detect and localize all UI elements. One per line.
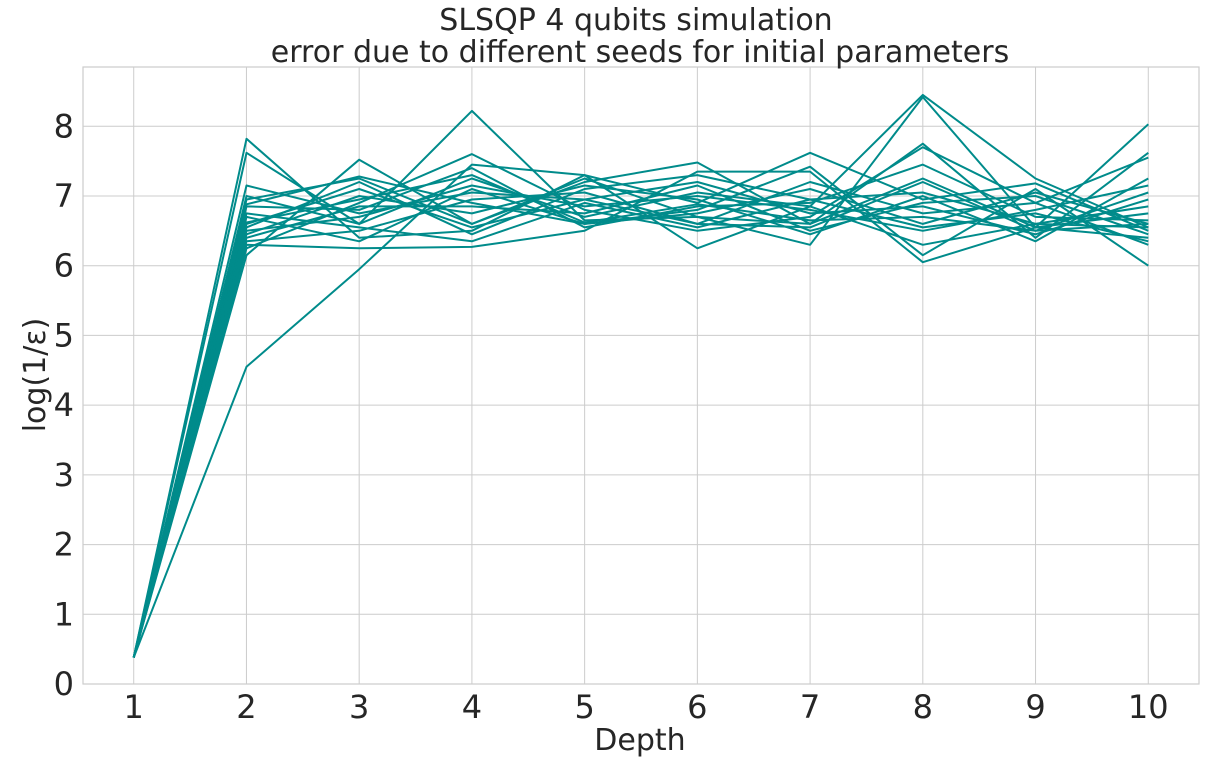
series-line bbox=[132, 181, 1149, 658]
x-tick-label: 6 bbox=[687, 688, 707, 726]
series-line bbox=[132, 163, 1149, 658]
y-tick-label: 2 bbox=[54, 526, 74, 564]
series-line bbox=[132, 174, 1149, 658]
x-axis-label: Depth bbox=[594, 723, 685, 758]
series-line bbox=[132, 170, 1149, 658]
y-tick-label: 3 bbox=[54, 456, 74, 494]
series-line bbox=[132, 177, 1149, 658]
y-axis-label: log(1/ε) bbox=[18, 318, 53, 433]
y-tick-labels: 0 1 2 3 4 5 6 7 8 bbox=[54, 107, 74, 703]
series-line bbox=[132, 181, 1149, 658]
y-tick-label: 4 bbox=[54, 386, 74, 424]
y-tick-label: 1 bbox=[54, 595, 74, 633]
x-tick-label: 10 bbox=[1128, 688, 1169, 726]
series-lines bbox=[132, 93, 1149, 658]
y-tick-label: 0 bbox=[54, 665, 74, 703]
series-line bbox=[132, 174, 1149, 658]
x-tick-label: 2 bbox=[236, 688, 256, 726]
x-tick-label: 9 bbox=[1025, 688, 1045, 726]
y-tick-label: 6 bbox=[54, 247, 74, 285]
plot-frame bbox=[82, 66, 1200, 685]
x-tick-label: 5 bbox=[574, 688, 594, 726]
y-tick-label: 8 bbox=[54, 107, 74, 145]
y-tick-label: 7 bbox=[54, 177, 74, 215]
chart-subtitle: error due to different seeds for initial… bbox=[271, 35, 1009, 70]
series-line bbox=[132, 146, 1149, 658]
x-tick-label: 4 bbox=[462, 688, 482, 726]
series-line bbox=[132, 188, 1149, 658]
x-tick-label: 8 bbox=[913, 688, 933, 726]
grid-lines bbox=[83, 67, 1199, 685]
series-line bbox=[132, 177, 1149, 658]
series-line bbox=[132, 93, 1149, 658]
chart-title: SLSQP 4 qubits simulation bbox=[439, 3, 832, 38]
series-line bbox=[132, 177, 1149, 658]
y-tick-label: 5 bbox=[54, 316, 74, 354]
x-tick-label: 7 bbox=[800, 688, 820, 726]
series-line bbox=[132, 184, 1149, 658]
x-tick-label: 1 bbox=[124, 688, 144, 726]
x-tick-label: 3 bbox=[349, 688, 369, 726]
series-line bbox=[132, 181, 1149, 658]
series-line bbox=[132, 191, 1149, 658]
series-line bbox=[132, 184, 1149, 658]
x-tick-labels: 1 2 3 4 5 6 7 8 9 10 bbox=[124, 688, 1169, 726]
